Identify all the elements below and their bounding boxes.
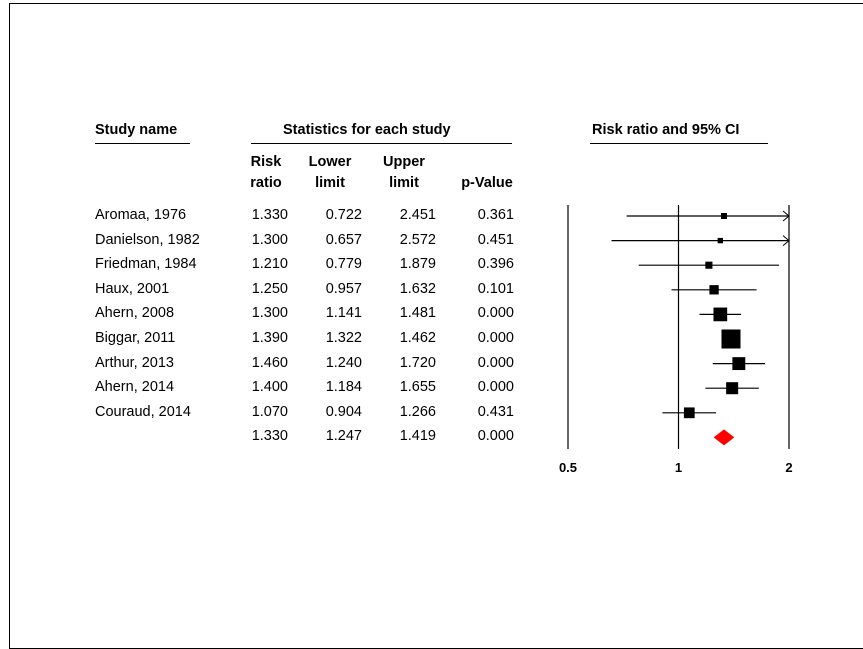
cell-p: 0.000	[477, 428, 514, 445]
col-header-line2: ratio	[250, 175, 282, 191]
cell-p: 0.431	[477, 403, 514, 420]
cell-upper: 1.632	[399, 280, 436, 297]
cell-study: Ahern, 2008	[95, 305, 175, 322]
point-estimate-marker	[720, 212, 727, 220]
cell-rr: 1.300	[251, 305, 288, 322]
col-header-risk-ratio: Risk ratio	[244, 152, 288, 194]
cell-p: 0.000	[477, 305, 514, 322]
cell-rr: 1.400	[251, 379, 288, 396]
tick-label-0.5: 0.5	[559, 460, 577, 475]
cell-lower: 1.240	[325, 354, 362, 371]
cell-upper: 1.655	[399, 379, 436, 396]
header-study-name: Study name	[95, 122, 178, 138]
ci-arrow-right	[782, 210, 790, 222]
cell-p: 0.101	[477, 280, 514, 297]
cell-upper: 1.720	[399, 354, 436, 371]
col-header-line2: p-Value	[461, 175, 513, 191]
summary-diamond	[713, 429, 735, 446]
cell-p: 0.000	[477, 354, 514, 371]
cell-p: 0.000	[477, 379, 514, 396]
cell-study: Biggar, 2011	[95, 330, 176, 346]
point-estimate-marker	[721, 329, 741, 349]
cell-upper: 2.451	[399, 207, 436, 223]
cell-rr: 1.300	[251, 231, 288, 248]
cell-study: Ahern, 2014	[95, 379, 175, 396]
col-header-upper-limit: Upper limit	[376, 152, 432, 194]
header-statistics-underline	[251, 143, 512, 144]
cell-rr: 1.390	[251, 330, 288, 346]
header-statistics: Statistics for each study	[283, 122, 451, 138]
col-header-line1: Lower	[308, 154, 352, 170]
cell-lower: 1.247	[325, 428, 362, 445]
cell-lower: 0.957	[325, 280, 362, 297]
point-estimate-marker	[683, 407, 695, 419]
cell-upper: 1.419	[399, 428, 436, 445]
cell-rr: 1.210	[251, 256, 288, 273]
col-header-line2: limit	[315, 175, 345, 191]
col-header-line2: limit	[389, 175, 419, 191]
point-estimate-marker	[726, 382, 739, 395]
col-header-line1: Upper	[383, 154, 425, 170]
ci-arrow-right	[782, 235, 790, 246]
cell-study: Haux, 2001	[95, 280, 170, 297]
cell-rr: 1.070	[251, 403, 288, 420]
cell-lower: 1.322	[325, 330, 362, 346]
cell-p: 0.396	[477, 256, 514, 273]
cell-p: 0.451	[477, 231, 514, 248]
cell-rr: 1.460	[251, 354, 288, 371]
cell-study: Friedman, 1984	[95, 256, 197, 273]
cell-study: Aromaa, 1976	[95, 207, 187, 223]
header-plot-title: Risk ratio and 95% CI	[592, 122, 740, 138]
point-estimate-marker	[709, 285, 719, 295]
cell-upper: 1.462	[399, 330, 436, 346]
cell-rr: 1.330	[251, 207, 288, 223]
cell-lower: 0.657	[325, 231, 362, 248]
cell-study: Danielson, 1982	[95, 231, 200, 248]
cell-lower: 1.141	[325, 305, 362, 322]
cell-upper: 1.481	[399, 305, 436, 322]
col-header-lower-limit: Lower limit	[302, 152, 358, 194]
cell-lower: 0.722	[325, 207, 362, 223]
cell-p: 0.361	[477, 207, 514, 223]
cell-upper: 1.879	[399, 256, 436, 273]
cell-upper: 1.266	[399, 403, 436, 420]
point-estimate-marker	[713, 307, 728, 322]
cell-rr: 1.250	[251, 280, 288, 297]
cell-upper: 2.572	[399, 231, 436, 248]
tick-label-1: 1	[675, 460, 682, 475]
col-header-line1: Risk	[250, 154, 282, 170]
cell-study: Couraud, 2014	[95, 403, 191, 420]
tick-label-2: 2	[785, 460, 792, 475]
cell-p: 0.000	[477, 330, 514, 346]
cell-rr: 1.330	[251, 428, 288, 445]
cell-study: Arthur, 2013	[95, 354, 174, 371]
point-estimate-marker	[717, 237, 724, 244]
point-estimate-marker	[732, 357, 746, 371]
cell-lower: 1.184	[325, 379, 362, 396]
cell-lower: 0.904	[325, 403, 362, 420]
cell-lower: 0.779	[325, 256, 362, 273]
header-study-name-underline	[95, 143, 190, 144]
point-estimate-marker	[705, 261, 713, 269]
header-plot-underline	[590, 143, 768, 144]
col-header-p-value: p-Value	[452, 152, 522, 194]
